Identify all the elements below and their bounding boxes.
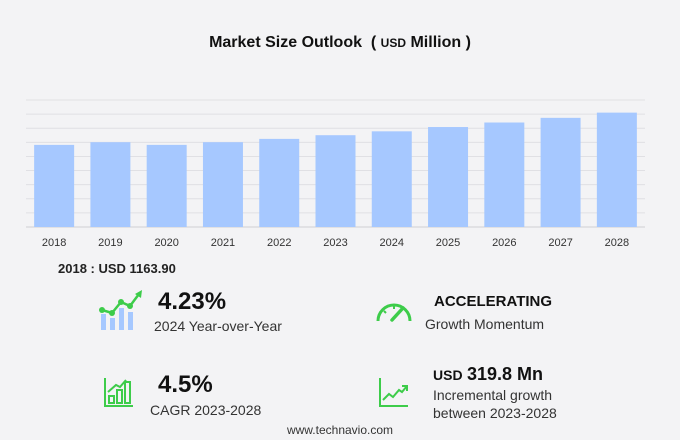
bar-2027 (540, 117, 581, 227)
unit-text: Million (410, 34, 462, 51)
x-tick-label: 2028 (605, 237, 629, 249)
x-tick-label: 2025 (436, 237, 460, 249)
line-growth-icon (379, 378, 408, 407)
bar-chart: 2018 2019 2020 2021 2022 2023 2024 2025 2026 2027… (26, 99, 645, 249)
x-tick-label: 2027 (548, 237, 572, 249)
incremental-label: Incremental growth (433, 387, 553, 403)
x-tick-label: 2021 (211, 237, 235, 249)
footer-url: www.technavio.com (286, 423, 394, 437)
bar-2019 (90, 142, 131, 227)
bar-2026 (484, 122, 525, 227)
bar-2020 (146, 144, 187, 227)
momentum-label: Growth Momentum (425, 316, 545, 332)
x-tick-label: 2020 (154, 237, 178, 249)
x-tick-label: 2026 (492, 237, 516, 249)
bar-2025 (428, 127, 469, 227)
growth-chart-icon (99, 290, 142, 330)
yoy-label: 2024 Year-over-Year (154, 318, 282, 334)
incremental-prefix: USD (433, 367, 463, 383)
x-tick-label: 2023 (323, 237, 347, 249)
base-year-label: 2018 : USD 1163.90 (58, 261, 176, 276)
incremental-period: between 2023-2028 (433, 405, 557, 421)
x-tick-label: 2024 (380, 237, 404, 249)
chart-title: Market Size Outlook ( USD Million ) (209, 34, 471, 51)
bar-2018 (34, 144, 75, 227)
cagr-value: 4.5% (158, 371, 213, 398)
cagr-label: CAGR 2023-2028 (150, 402, 262, 418)
x-tick-label: 2022 (267, 237, 291, 249)
yoy-value: 4.23% (158, 288, 227, 315)
unit-prefix: USD (380, 36, 407, 50)
x-tick-label: 2019 (98, 237, 122, 249)
speedometer-icon (376, 303, 412, 322)
bar-2021 (202, 142, 243, 227)
x-tick-label: 2018 (42, 237, 66, 249)
bar-2023 (315, 135, 356, 227)
incremental-amount: 319.8 Mn (467, 364, 544, 384)
bar-growth-icon (104, 378, 133, 407)
momentum-value: ACCELERATING (434, 293, 553, 310)
incremental-value: USD 319.8 Mn (433, 364, 543, 385)
bar-2024 (371, 131, 412, 227)
bar-2028 (596, 112, 637, 227)
bar-2022 (259, 138, 300, 227)
title-text: Market Size Outlook (209, 34, 362, 51)
